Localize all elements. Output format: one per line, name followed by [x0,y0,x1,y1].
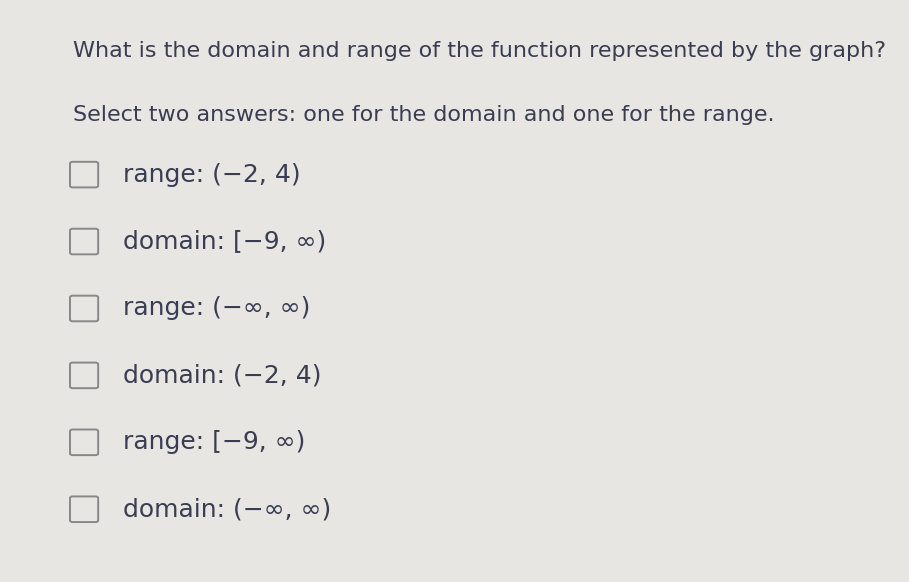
Text: domain: (−∞, ∞): domain: (−∞, ∞) [123,497,331,521]
Text: range: [−9, ∞): range: [−9, ∞) [123,430,305,455]
Text: What is the domain and range of the function represented by the graph?: What is the domain and range of the func… [73,41,885,61]
Text: range: (−∞, ∞): range: (−∞, ∞) [123,296,310,321]
Text: Select two answers: one for the domain and one for the range.: Select two answers: one for the domain a… [73,105,774,125]
Text: domain: (−2, 4): domain: (−2, 4) [123,363,321,388]
Text: domain: [−9, ∞): domain: [−9, ∞) [123,229,326,254]
Text: range: (−2, 4): range: (−2, 4) [123,162,300,187]
